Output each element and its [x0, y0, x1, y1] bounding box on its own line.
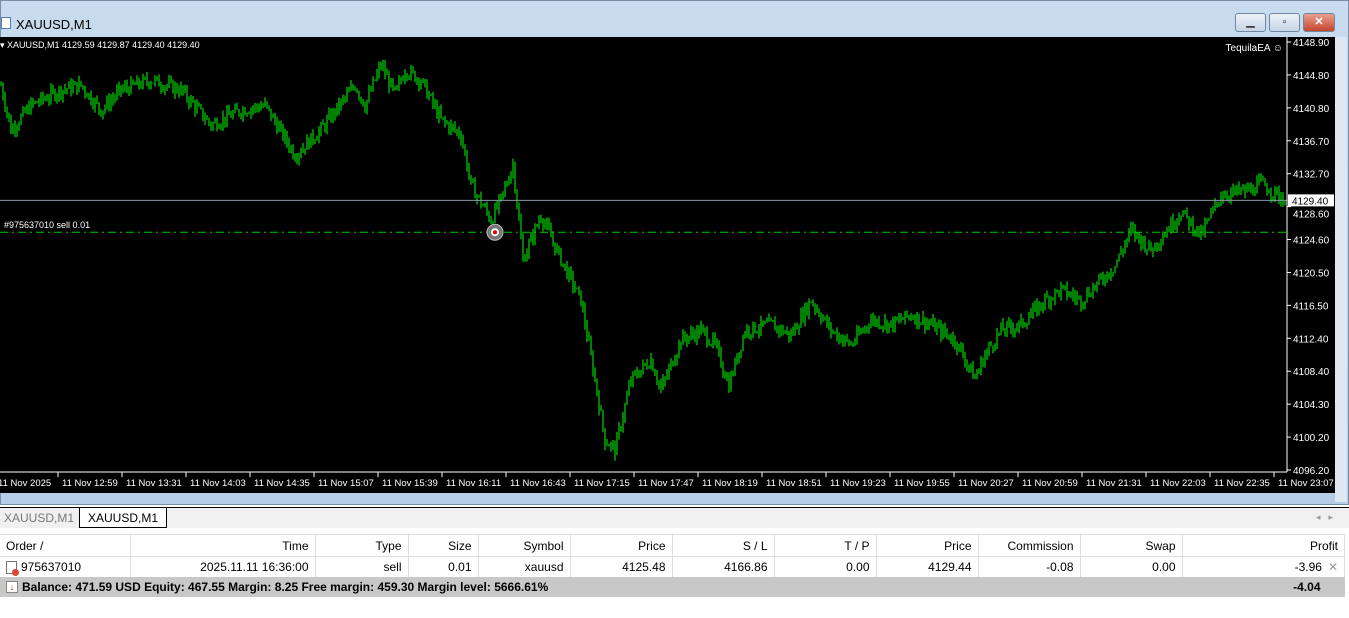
dropdown-triangle-icon[interactable]: ▾ [0, 40, 7, 50]
price-chart[interactable]: #975637010 sell 0.01 ▾ XAUUSD,M1 4129.59… [0, 37, 1339, 493]
time-tick-label: 11 Nov 19:55 [894, 478, 950, 489]
cell-profit: -3.96 ✕ [1182, 556, 1345, 577]
price-tick-label: 4128.60 [1293, 209, 1330, 220]
cell-size: 0.01 [408, 556, 479, 577]
tab-scroll-arrows[interactable]: ◂▸ [1315, 512, 1341, 522]
order-icon [6, 560, 19, 576]
col-sl[interactable]: S / L [672, 534, 775, 557]
time-tick-label: 11 Nov 20:27 [958, 478, 1014, 489]
chart-header: ▾ XAUUSD,M1 4129.59 4129.87 4129.40 4129… [0, 40, 200, 50]
cell-time: 2025.11.11 16:36:00 [130, 556, 316, 577]
price-tick-label: 4100.20 [1293, 433, 1330, 444]
time-tick-label: 11 Nov 18:19 [702, 478, 758, 489]
price-tick-label: 4116.50 [1293, 301, 1329, 312]
vertical-scrollbar[interactable] [1335, 37, 1347, 502]
ea-label: TequilaEA ☺ [1226, 43, 1283, 54]
total-profit: -4.04 [1182, 576, 1345, 597]
cell-order: 975637010 [0, 556, 131, 577]
trade-table: Order / Time Type Size Symbol Price S / … [0, 534, 1345, 597]
chart-canvas: #975637010 sell 0.01 ▾ XAUUSD,M1 4129.59… [0, 37, 1339, 489]
time-tick-label: 11 Nov 16:43 [510, 478, 566, 489]
price-tick-label: 4136.70 [1293, 137, 1330, 148]
table-header: Order / Time Type Size Symbol Price S / … [0, 534, 1345, 557]
time-tick-label: 11 Nov 22:03 [1150, 478, 1206, 489]
price-tick-label: 4104.30 [1293, 400, 1330, 411]
col-swap[interactable]: Swap [1080, 534, 1183, 557]
time-tick-label: 11 Nov 22:35 [1214, 478, 1270, 489]
price-tick-label: 4140.80 [1293, 104, 1330, 115]
cell-symbol: xauusd [478, 556, 571, 577]
tab-chart-1[interactable]: XAUUSD,M1 [4, 511, 75, 525]
balance-summary: ↓ Balance: 471.59 USD Equity: 467.55 Marg… [0, 576, 1182, 597]
price-tick-label: 4120.50 [1293, 268, 1330, 279]
cell-current-price: 4129.44 [876, 556, 979, 577]
col-price[interactable]: Price [570, 534, 673, 557]
time-tick-label: 11 Nov 19:23 [830, 478, 886, 489]
time-tick-label: 11 Nov 15:07 [318, 478, 374, 489]
col-tp[interactable]: T / P [774, 534, 877, 557]
bid-price-box [1288, 194, 1334, 207]
table-row[interactable]: 975637010 2025.11.11 16:36:00 sell 0.01 … [0, 556, 1345, 577]
price-tick-label: 4148.90 [1293, 38, 1330, 49]
bid-price-label: 4129.40 [1292, 196, 1329, 207]
tab-chart-2[interactable]: XAUUSD,M1 [79, 508, 168, 528]
cell-commission: -0.08 [978, 556, 1081, 577]
order-id: 975637010 [21, 559, 82, 574]
price-tick-label: 4132.70 [1293, 170, 1330, 181]
time-tick-label: 11 Nov 20:59 [1022, 478, 1078, 489]
balance-icon: ↓ [6, 581, 18, 594]
minimize-button[interactable]: ▁ [1235, 13, 1266, 32]
time-tick-label: 11 Nov 14:35 [254, 478, 310, 489]
profit-value: -3.96 [1294, 559, 1322, 574]
col-order[interactable]: Order / [0, 534, 131, 557]
chart-tab-bar: XAUUSD,M1 XAUUSD,M1 ◂▸ [0, 507, 1349, 528]
price-tick-label: 4124.60 [1293, 236, 1330, 247]
cell-swap: 0.00 [1080, 556, 1183, 577]
ohlc-readout: XAUUSD,M1 4129.59 4129.87 4129.40 4129.4… [7, 40, 200, 50]
col-type[interactable]: Type [315, 534, 409, 557]
cell-sl: 4166.86 [672, 556, 775, 577]
balance-row: ↓ Balance: 471.59 USD Equity: 467.55 Marg… [0, 576, 1345, 597]
time-tick-label: 11 Nov 18:51 [766, 478, 822, 489]
balance-text: Balance: 471.59 USD Equity: 467.55 Margi… [22, 579, 549, 594]
price-tick-label: 4108.40 [1293, 367, 1330, 378]
close-order-icon[interactable]: ✕ [1327, 559, 1338, 574]
restore-button[interactable]: ▫ [1269, 13, 1300, 32]
time-tick-label: 11 Nov 15:39 [382, 478, 438, 489]
cell-price: 4125.48 [570, 556, 673, 577]
window-title: XAUUSD,M1 [16, 17, 92, 32]
price-tick-label: 4096.20 [1293, 466, 1330, 477]
price-tick-label: 4144.80 [1293, 71, 1330, 82]
col-profit[interactable]: Profit [1182, 534, 1345, 557]
time-tick-label: 11 Nov 14:03 [190, 478, 246, 489]
col-symbol[interactable]: Symbol [478, 534, 571, 557]
time-tick-label: 11 Nov 21:31 [1086, 478, 1142, 489]
col-size[interactable]: Size [408, 534, 479, 557]
cell-tp: 0.00 [774, 556, 877, 577]
order-label: #975637010 sell 0.01 [4, 220, 90, 230]
col-time[interactable]: Time [130, 534, 316, 557]
title-bar: XAUUSD,M1 ▁ ▫ ✕ [1, 5, 1348, 37]
order-entry-marker[interactable] [486, 223, 504, 241]
price-tick-label: 4112.40 [1293, 334, 1329, 345]
col-current-price[interactable]: Price [876, 534, 979, 557]
time-tick-label: 11 Nov 13:31 [126, 478, 182, 489]
col-commission[interactable]: Commission [978, 534, 1081, 557]
time-tick-label: 11 Nov 2025 [0, 478, 51, 489]
time-tick-label: 11 Nov 12:59 [62, 478, 118, 489]
time-tick-label: 11 Nov 17:15 [574, 478, 630, 489]
time-tick-label: 11 Nov 17:47 [638, 478, 694, 489]
chart-window-icon [1, 17, 11, 29]
time-tick-label: 11 Nov 16:11 [446, 478, 501, 489]
cell-type: sell [315, 556, 409, 577]
time-tick-label: 11 Nov 23:07 [1278, 478, 1334, 489]
close-button[interactable]: ✕ [1303, 13, 1335, 32]
